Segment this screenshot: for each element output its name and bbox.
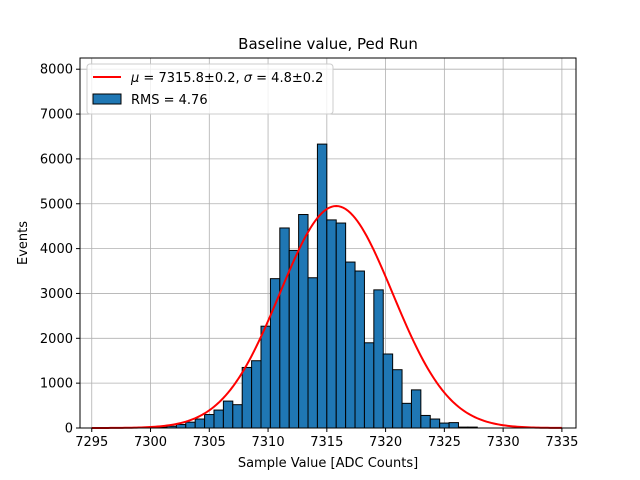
legend-mu-symbol: μ	[130, 71, 139, 86]
legend-mu-value: = 7315.8±0.2,	[139, 71, 243, 86]
gaussian-fit-curve	[91, 204, 562, 429]
histogram-bar	[326, 219, 337, 429]
x-tick-label: 7330	[487, 435, 520, 450]
histogram-bar	[335, 222, 347, 429]
histogram-bar	[213, 409, 224, 429]
y-tick-label: 7000	[40, 108, 73, 123]
histogram-bar	[392, 369, 403, 429]
histogram-bar	[316, 143, 328, 429]
x-tick-label: 7325	[428, 435, 461, 450]
legend-sigma-value: = 4.8±0.2	[252, 71, 323, 86]
histogram-bar	[185, 421, 196, 429]
x-axis-ticks: 7295 7300 7305 7310 7315 7320 7325 7330 7335	[75, 428, 578, 450]
histogram-bar	[410, 389, 422, 429]
histogram-bar	[439, 422, 450, 429]
histogram-bar	[363, 342, 375, 429]
histogram-bar	[429, 418, 441, 429]
histogram-bar	[194, 418, 206, 429]
histogram-bars	[157, 143, 478, 429]
y-tick-label: 5000	[40, 197, 73, 212]
x-tick-label: 7310	[252, 435, 285, 450]
histogram-bar	[401, 402, 412, 429]
y-tick-label: 2000	[40, 332, 73, 347]
legend-fit-label: μ = 7315.8±0.2, σ = 4.8±0.2	[130, 71, 323, 86]
legend-histogram-label: RMS = 4.76	[131, 93, 208, 108]
y-tick-label: 8000	[40, 63, 73, 78]
histogram-bar	[279, 227, 290, 429]
x-tick-label: 7305	[193, 435, 226, 450]
histogram-bar	[307, 277, 318, 429]
x-tick-label: 7320	[369, 435, 402, 450]
legend-box	[86, 63, 334, 115]
histogram-bar	[354, 270, 365, 429]
histogram-bar	[241, 366, 253, 429]
x-tick-label: 7295	[75, 435, 108, 450]
y-tick-label: 3000	[40, 287, 73, 302]
plot-frame	[79, 57, 577, 429]
legend-sigma-symbol: σ	[244, 71, 253, 86]
x-tick-label: 7315	[310, 435, 343, 450]
histogram-bar	[232, 404, 243, 429]
y-tick-label: 1000	[40, 377, 73, 392]
y-axis-title: Events	[16, 221, 31, 265]
histogram-bar	[260, 325, 271, 429]
histogram-bar	[345, 261, 356, 429]
histogram-bar	[251, 360, 262, 429]
x-tick-label: 7335	[545, 435, 578, 450]
y-axis-ticks: 0 1000 2000 3000 4000 5000 6000 7000 8000	[40, 63, 80, 437]
histogram-bar	[175, 423, 187, 429]
histogram-bar	[448, 422, 459, 429]
legend-histogram-swatch	[92, 93, 122, 105]
histogram-bar	[373, 289, 384, 429]
histogram-bar	[222, 400, 234, 429]
histogram-bar	[382, 353, 394, 429]
chart-title: Baseline value, Ped Run	[238, 35, 418, 53]
histogram-bar	[204, 414, 215, 429]
y-tick-label: 0	[65, 422, 73, 437]
x-tick-label: 7300	[134, 435, 167, 450]
histogram-bar	[288, 249, 300, 429]
y-tick-label: 6000	[40, 152, 73, 167]
histogram-bar	[420, 414, 431, 429]
legend: μ = 7315.8±0.2, σ = 4.8±0.2 RMS = 4.76	[86, 63, 334, 115]
y-tick-label: 4000	[40, 242, 73, 257]
x-axis-title: Sample Value [ADC Counts]	[238, 456, 418, 471]
histogram-bar	[269, 278, 281, 429]
